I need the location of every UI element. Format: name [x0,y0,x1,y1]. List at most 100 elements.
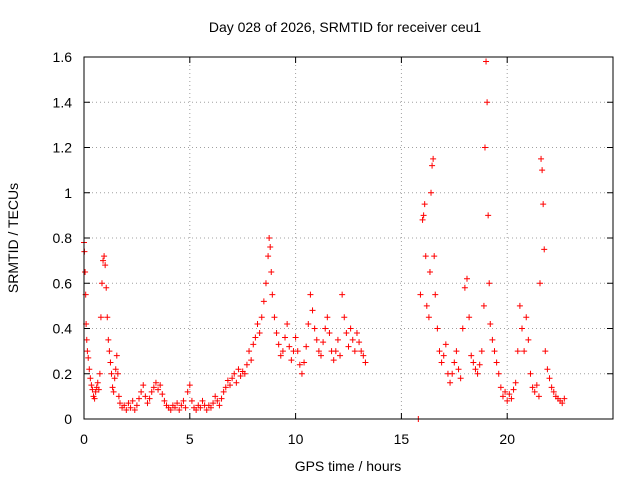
data-point [227,382,234,389]
data-point [470,359,477,366]
data-point [447,379,454,386]
data-point [214,397,221,404]
data-point [159,391,166,398]
data-point [193,406,200,413]
data-point [123,406,130,413]
y-tick-label: 0.8 [53,230,73,246]
data-point [269,291,276,298]
data-point [461,284,468,291]
data-point [260,298,267,305]
data-point [339,291,346,298]
data-point [516,302,523,309]
y-tick-label: 1.2 [53,140,73,156]
data-point [279,348,286,355]
x-tick-label: 15 [394,431,410,447]
data-point [199,397,206,404]
data-point [491,348,498,355]
data-point [103,284,110,291]
data-point [422,253,429,260]
data-point [502,388,509,395]
data-point [559,400,566,407]
data-point [356,339,363,346]
data-point [277,352,284,359]
data-point [315,348,322,355]
data-point [171,404,178,411]
data-point [550,388,557,395]
data-point [483,58,490,65]
data-point [82,268,89,275]
y-tick-label: 0.2 [53,366,73,382]
data-point [345,343,352,350]
data-point [282,334,289,341]
y-tick-label: 0 [64,411,72,427]
data-point [176,406,183,413]
data-point [519,325,526,332]
grid-lines [84,57,613,419]
data-point [497,384,504,391]
x-tick-label: 0 [80,431,88,447]
data-point [358,348,365,355]
data-point [485,212,492,219]
data-point [140,382,147,389]
data-point [129,397,136,404]
data-point [457,375,464,382]
data-point [212,393,219,400]
data-point [121,402,128,409]
data-point [478,348,485,355]
data-point [506,391,513,398]
data-point [468,352,475,359]
data-point [309,307,316,314]
data-point [455,366,462,373]
data-point [353,330,360,337]
data-point [266,235,273,241]
data-point [349,336,356,343]
data-point [233,379,240,386]
data-point [252,334,259,341]
data-point [431,253,438,260]
data-point [241,370,248,377]
data-point [267,244,274,251]
data-point [426,268,433,275]
data-point [425,314,432,321]
data-point [271,314,278,321]
data-point [125,400,132,407]
data-point [107,359,114,366]
data-point [436,348,443,355]
data-point [429,162,436,169]
data-point [174,400,181,407]
data-point [237,373,244,380]
data-point [182,404,189,411]
x-tick-label: 5 [186,431,194,447]
data-point [102,262,109,269]
data-point [258,314,265,321]
y-tick-label: 1.6 [53,49,73,65]
data-point [110,388,117,395]
data-point [113,352,120,359]
data-point [303,343,310,350]
data-point [428,189,435,196]
data-point [449,370,456,377]
data-point [561,395,568,402]
data-point [472,366,479,373]
y-tick-label: 1.4 [53,94,73,110]
data-point [101,253,108,260]
data-point [484,99,491,106]
data-point [275,341,282,348]
y-tick-label: 0.6 [53,275,73,291]
data-point [100,257,107,264]
data-point [186,382,193,389]
data-point [85,354,92,361]
x-tick-label: 20 [499,431,515,447]
data-point [463,275,470,282]
data-point [268,268,275,275]
data-point [539,167,546,174]
data-point [512,379,519,386]
data-point [92,388,99,395]
data-point [453,348,460,355]
data-point [86,366,93,373]
data-point [95,386,102,393]
data-point [351,348,358,355]
data-point [243,361,250,368]
data-point [548,384,555,391]
data-point [438,359,445,366]
